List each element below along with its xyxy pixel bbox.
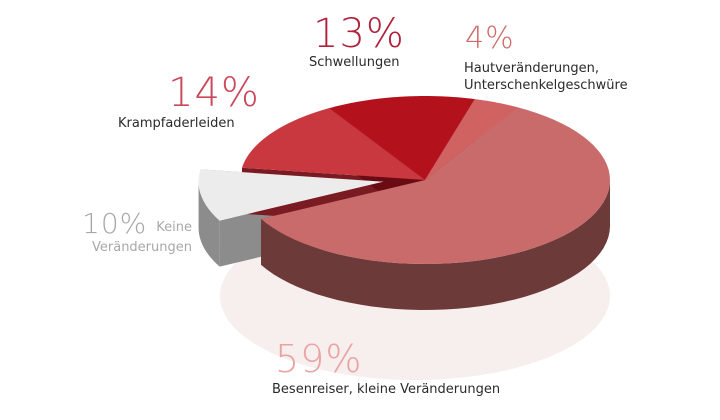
slice-side-keine: [198, 181, 220, 267]
pct-label-keine: 10%: [82, 207, 148, 240]
label-schwellungen: Schwellungen: [309, 55, 400, 70]
pct-label-besenreiser: 59%: [275, 337, 363, 381]
slice-hautveränderungen: [425, 99, 518, 180]
label-line-1: Hautveränderungen,: [464, 61, 600, 76]
label-besenreiser: Besenreiser, kleine Veränderungen: [272, 382, 501, 397]
label-line-2: Unterschenkelgeschwüre: [464, 78, 628, 93]
pct-label-hautveraenderungen: 4%: [465, 21, 515, 56]
slice-krampfaderleiden: [241, 108, 425, 180]
slice-besenreiser: [261, 107, 610, 264]
label-hautveraenderungen: Hautveränderungen, Unterschenkelgeschwür…: [464, 60, 628, 94]
slice-side-besenreiser: [261, 180, 610, 310]
label-krampfaderleiden: Krampfaderleiden: [118, 116, 235, 131]
pct-label-krampfaderleiden: 14%: [168, 70, 260, 116]
slice-keine: [198, 169, 384, 221]
pct-label-schwellungen: 13%: [313, 11, 405, 57]
slice-schwellungen: [329, 96, 475, 180]
label-keine: Keine Veränderungen: [92, 220, 192, 255]
